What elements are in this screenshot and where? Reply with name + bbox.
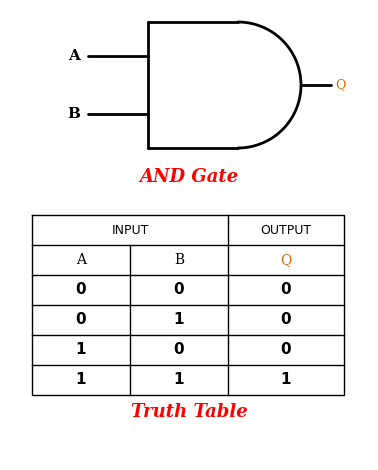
Text: 1: 1 (76, 343, 86, 358)
Text: Q: Q (335, 78, 345, 92)
Text: 1: 1 (174, 313, 184, 328)
Text: A: A (76, 253, 86, 267)
Text: OUTPUT: OUTPUT (260, 224, 311, 236)
Text: B: B (67, 107, 80, 121)
Text: 1: 1 (174, 373, 184, 387)
Text: 1: 1 (76, 373, 86, 387)
Text: 0: 0 (281, 282, 291, 298)
Text: B: B (174, 253, 184, 267)
Text: 0: 0 (174, 343, 184, 358)
Text: INPUT: INPUT (111, 224, 149, 236)
Text: Q: Q (280, 253, 291, 267)
Text: 0: 0 (174, 282, 184, 298)
Text: Truth Table: Truth Table (131, 403, 247, 421)
Text: AND Gate: AND Gate (139, 168, 239, 186)
Text: A: A (68, 49, 80, 63)
Text: 0: 0 (281, 343, 291, 358)
Text: 0: 0 (76, 313, 86, 328)
Text: 1: 1 (281, 373, 291, 387)
Text: 0: 0 (281, 313, 291, 328)
Text: 0: 0 (76, 282, 86, 298)
